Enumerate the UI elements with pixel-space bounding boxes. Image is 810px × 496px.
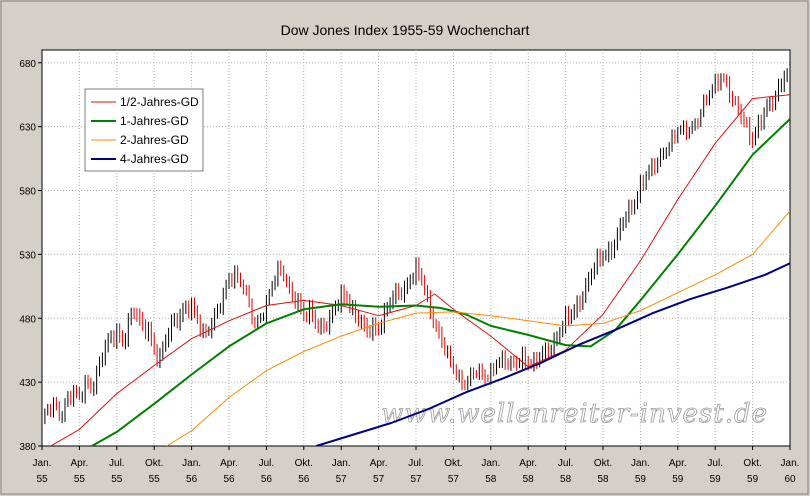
x-tick-year: 57 (410, 474, 422, 485)
chart-marks (42, 61, 790, 446)
y-tick-label: 480 (19, 314, 36, 325)
x-tick-year: 56 (223, 474, 235, 485)
x-tick-month: Jan. (481, 458, 500, 469)
chart-title: Dow Jones Index 1955-59 Wochenchart (281, 22, 530, 38)
y-tick-label: 630 (19, 123, 36, 134)
legend-label: 1/2-Jahres-GD (120, 95, 199, 109)
x-tick-year: 57 (336, 474, 348, 485)
x-tick-month: Jan. (332, 458, 351, 469)
x-tick-year: 58 (560, 474, 572, 485)
legend-label: 4-Jahres-GD (120, 152, 189, 166)
x-tick-year: 59 (672, 474, 684, 485)
x-tick-month: Jan. (33, 458, 52, 469)
series-line-0 (49, 94, 790, 446)
x-tick-month: Apr. (71, 458, 89, 469)
y-tick-label: 430 (19, 378, 36, 389)
x-tick-year: 58 (485, 474, 497, 485)
x-tick-month: Jul. (259, 458, 275, 469)
x-tick-year: 56 (186, 474, 198, 485)
x-tick-year: 59 (747, 474, 759, 485)
x-tick-year: 55 (149, 474, 161, 485)
watermark: www.wellenreiter-invest.de (381, 399, 768, 429)
series-line-3 (316, 262, 790, 446)
y-tick-label: 530 (19, 250, 36, 261)
x-tick-month: Jul. (707, 458, 723, 469)
x-tick-month: Apr. (519, 458, 537, 469)
legend: 1/2-Jahres-GD 1-Jahres-GD 2-Jahres-GD 4-Jah… (84, 88, 204, 172)
axis-labels: 380 430 480 530 580 630 680 Jan. 55 Apr. 55 Jul. 55 O… (19, 59, 799, 485)
x-tick-month: Jul. (109, 458, 125, 469)
x-tick-month: Jul. (558, 458, 574, 469)
x-tick-month: Okt. (444, 458, 462, 469)
x-tick-year: 55 (74, 474, 86, 485)
x-tick-month: Jan. (182, 458, 201, 469)
x-tick-month: Jan. (781, 458, 800, 469)
legend-label: 2-Jahres-GD (120, 133, 189, 147)
x-tick-year: 57 (448, 474, 460, 485)
x-tick-month: Okt. (594, 458, 612, 469)
x-tick-month: Apr. (669, 458, 687, 469)
x-tick-month: Jul. (408, 458, 424, 469)
y-tick-label: 580 (19, 187, 36, 198)
x-tick-month: Jan. (631, 458, 650, 469)
grid-lines (42, 50, 790, 446)
x-tick-year: 55 (111, 474, 123, 485)
x-tick-month: Apr. (220, 458, 238, 469)
x-tick-year: 58 (597, 474, 609, 485)
x-tick-year: 58 (523, 474, 535, 485)
series-line-2 (166, 210, 790, 446)
series-line-1 (91, 118, 790, 446)
y-tick-label: 680 (19, 59, 36, 70)
x-tick-month: Okt. (295, 458, 313, 469)
x-tick-month: Okt. (743, 458, 761, 469)
x-tick-year: 59 (710, 474, 722, 485)
x-tick-year: 60 (784, 474, 796, 485)
x-tick-month: Okt. (145, 458, 163, 469)
legend-label: 1-Jahres-GD (120, 114, 189, 128)
x-tick-year: 56 (261, 474, 273, 485)
x-tick-year: 55 (36, 474, 48, 485)
x-tick-year: 59 (635, 474, 647, 485)
legend-box (84, 88, 204, 172)
x-tick-year: 57 (373, 474, 385, 485)
x-tick-month: Apr. (370, 458, 388, 469)
x-tick-year: 56 (298, 474, 310, 485)
y-tick-label: 380 (19, 442, 36, 453)
